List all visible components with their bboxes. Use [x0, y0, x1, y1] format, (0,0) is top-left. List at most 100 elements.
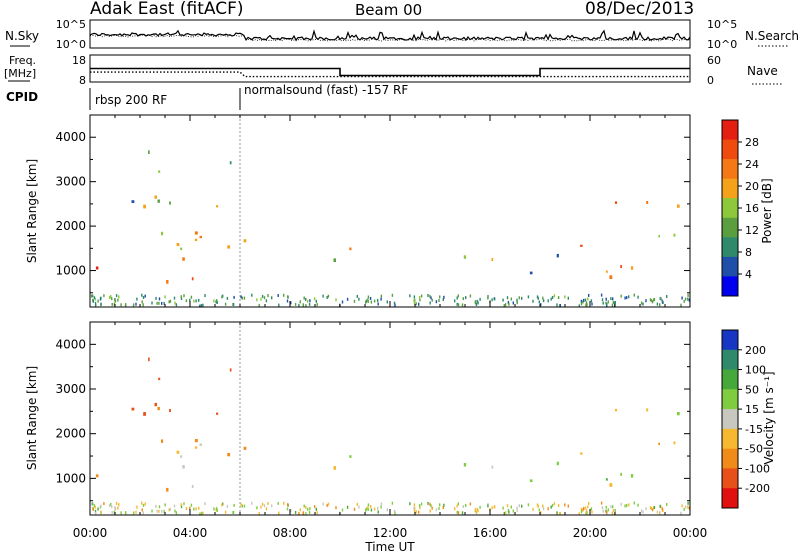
- velocity-cell: [580, 452, 583, 455]
- frequency-panel: Freq. [MHz] 18 8 60 0 Nave: [4, 54, 782, 87]
- velocity-cell: [131, 407, 135, 411]
- velocity-cell: [542, 504, 544, 508]
- velocity-cell: [103, 502, 105, 506]
- power-cell: [556, 253, 559, 258]
- power-cell: [542, 296, 544, 300]
- velocity-cell: [93, 504, 96, 508]
- power-cell: [536, 295, 539, 299]
- power-cell: [124, 303, 127, 307]
- velocity-cell: [194, 439, 198, 443]
- velocity-cell: [118, 503, 120, 507]
- power-cell: [557, 296, 560, 300]
- power-cell: [169, 201, 171, 205]
- velocity-cell: [143, 412, 146, 416]
- velocity-cell: [610, 505, 612, 509]
- power-cell: [356, 294, 358, 298]
- power-cell: [163, 301, 165, 305]
- power-cell: [456, 296, 458, 300]
- power-cell: [420, 294, 423, 298]
- power-cell: [132, 303, 135, 307]
- colorbar-tick-label: 24: [745, 158, 759, 171]
- power-cell: [673, 233, 676, 237]
- power-cell: [290, 301, 292, 305]
- velocity-cell: [443, 503, 445, 507]
- noise-search-label: N.Search: [745, 29, 799, 43]
- velocity-cell: [415, 510, 417, 514]
- power-cell: [136, 297, 138, 301]
- velocity-cell: [185, 507, 188, 511]
- velocity-cell: [419, 506, 421, 510]
- velocity-cell: [373, 507, 376, 511]
- power-cell: [649, 298, 652, 302]
- power-cell: [590, 299, 593, 303]
- power-cell: [585, 301, 588, 305]
- cpid-label: CPID: [6, 90, 38, 104]
- x-axis: 00:00 04:00 08:00 12:00 16:00 20:00 00:00: [73, 115, 707, 540]
- velocity-cell: [315, 507, 317, 511]
- power-cell: [365, 299, 368, 303]
- colorbar-swatch: [722, 468, 738, 489]
- velocity-cell: [298, 511, 300, 515]
- velocity-cell: [607, 508, 609, 512]
- velocity-cell: [241, 504, 243, 508]
- power-cell: [316, 303, 318, 307]
- velocity-cell: [157, 406, 160, 411]
- velocity-cell: [601, 506, 604, 510]
- velocity-cell: [260, 505, 262, 509]
- power-cell: [491, 258, 494, 261]
- velocity-cell: [640, 509, 643, 513]
- velocity-cell: [305, 505, 307, 509]
- power-cell: [358, 297, 360, 301]
- velocity-cell: [491, 465, 494, 469]
- velocity-cell: [386, 508, 388, 512]
- velocity-cell: [233, 503, 235, 507]
- velocity-cell: [154, 402, 157, 407]
- power-cell: [605, 301, 607, 305]
- power-cell: [299, 300, 301, 304]
- velocity-cell: [370, 508, 373, 512]
- velocity-cell: [614, 408, 618, 412]
- power-cell: [287, 295, 289, 299]
- colorbar-tick-label: 200: [745, 344, 766, 357]
- power-cell: [393, 301, 396, 305]
- velocity-cell: [656, 510, 659, 514]
- colorbar-swatch: [722, 217, 738, 238]
- velocity-cell: [302, 511, 304, 515]
- velocity-cell: [195, 507, 197, 511]
- velocity-cell: [624, 504, 626, 508]
- velocity-cell: [547, 507, 549, 511]
- colorbar-tick-label: 28: [745, 136, 759, 149]
- velocity-cell: [586, 511, 588, 515]
- power-cell: [503, 304, 505, 307]
- velocity-ylabel: Slant Range [km]: [25, 366, 39, 470]
- power-cell: [194, 231, 198, 235]
- noise-sky-trace: [89, 29, 691, 42]
- velocity-cell: [142, 503, 145, 507]
- velocity-cell: [394, 511, 396, 515]
- frequency-traces: [90, 67, 690, 78]
- power-cell: [584, 298, 587, 302]
- y-tick-label: 1000: [55, 264, 86, 278]
- velocity-cell: [585, 511, 587, 515]
- power-cell: [204, 294, 206, 298]
- velocity-cell: [148, 357, 150, 362]
- noise-panel: N.Sky 10^5 10^0 10^5 10^0 N.Search: [5, 18, 799, 51]
- power-cell: [415, 302, 417, 306]
- colorbar-tick-label: 50: [745, 383, 759, 396]
- velocity-cell: [659, 504, 661, 508]
- power-cell: [683, 299, 685, 303]
- power-cell: [602, 301, 604, 305]
- power-cell: [516, 298, 518, 302]
- nave-trace: [90, 71, 690, 78]
- velocity-cell: [633, 501, 635, 505]
- colorbar-tick-label: -15: [745, 423, 763, 436]
- power-cell: [609, 275, 613, 279]
- velocity-cell: [277, 501, 279, 505]
- velocity-cell: [551, 503, 554, 507]
- power-cell: [429, 294, 431, 298]
- power-cell: [607, 300, 609, 304]
- power-cell: [580, 302, 583, 306]
- power-cell: [413, 301, 416, 305]
- power-cell: [142, 303, 144, 307]
- power-cell: [585, 303, 587, 307]
